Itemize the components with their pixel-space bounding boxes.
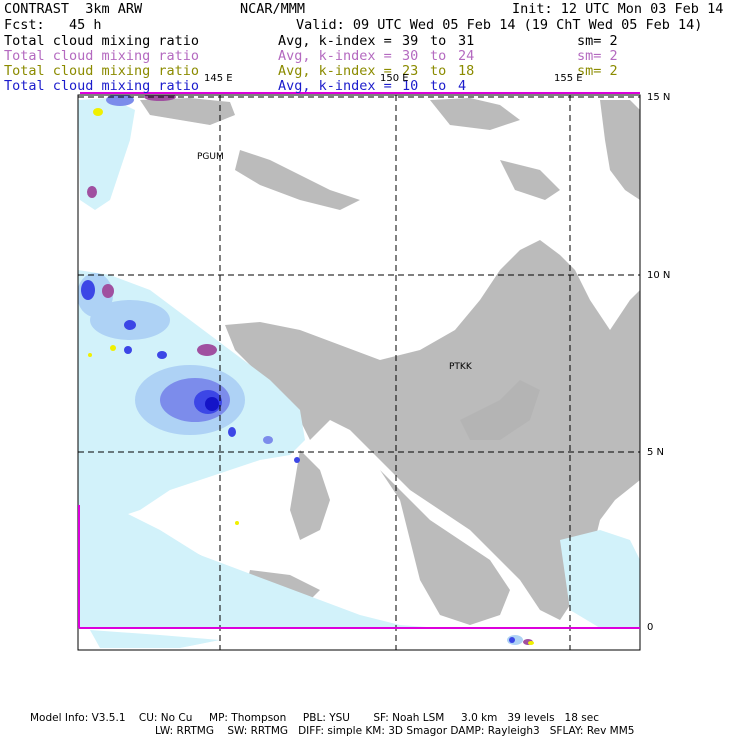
legend-range-to-word: to [430,33,447,49]
gray-cloud-patch [140,98,235,125]
legend-smoothing: sm= 2 [577,63,618,79]
yellow-cloud-spot [110,345,116,351]
legend-avg-label: Avg, k-index = [278,63,392,79]
lat-label-10n: 10 N [647,270,671,281]
model-info-line1: Model Info: V3.5.1 CU: No Cu MP: Thompso… [30,712,599,724]
legend-range-to: 31 [458,33,475,49]
deep-blue-blob [294,457,300,463]
cyan-cloud-patch [78,98,135,210]
cyan-cloud-patch [90,630,220,648]
legend-smoothing: sm= 2 [577,48,618,64]
legend-range-to: 18 [458,63,475,79]
mid-blue-blob [106,95,134,106]
purple-cloud-spot [197,344,217,356]
deep-blue-blob [124,346,132,354]
legend-range-from: 39 [402,33,419,49]
station-label-pgum: PGUM [197,152,224,162]
model-info-line2: LW: RRTMG SW: RRTMG DIFF: simple KM: 3D … [155,725,635,737]
lon-label-155: 155 E [554,73,583,84]
yellow-cloud-spot [528,641,534,645]
legend-range-to-word: to [430,63,447,79]
purple-cloud-spot [87,186,97,198]
mid-blue-blob [263,436,273,444]
lat-label-0: 0 [647,622,654,633]
cyan-cloud-patch [78,500,440,628]
center-title: NCAR/MMM [240,1,306,17]
valid-time: Valid: 09 UTC Wed 05 Feb 14 (19 ChT Wed … [296,17,703,33]
legend-range-from: 30 [402,48,419,64]
legend-field-name: Total cloud mixing ratio [4,48,200,64]
deep-blue-blob [228,427,236,437]
legend-range-to: 24 [458,48,475,64]
yellow-cloud-spot [235,521,239,525]
legend-range-to-word: to [430,78,447,94]
lat-label-5n: 5 N [647,447,665,458]
deep-blue-blob [81,280,95,300]
legend-field-name: Total cloud mixing ratio [4,78,200,94]
legend-avg-label: Avg, k-index = [278,78,392,94]
legend-field-name: Total cloud mixing ratio [4,33,200,49]
yellow-cloud-field [88,108,534,645]
domain-boundary [78,92,640,629]
gray-cloud-patch [460,380,540,440]
gray-cloud-patch [430,98,520,130]
station-label-ptkk: PTKK [449,362,472,372]
blue-cloud-field [78,95,523,645]
gray-cloud-patch [290,450,330,540]
lon-label-150: 150 E [380,73,409,84]
lat-label-15n: 15 N [647,92,671,103]
map-field-layer [78,95,640,648]
dark-blue-core [205,397,219,411]
purple-cloud-spot [144,95,176,101]
legend-range-to: 4 [458,78,467,94]
yellow-cloud-spot [93,108,103,116]
forecast-hour: Fcst: 45 h [4,17,102,33]
legend-field-name: Total cloud mixing ratio [4,63,200,79]
purple-cloud-field [87,95,533,645]
yellow-cloud-spot [88,353,92,357]
purple-cloud-spot [102,284,114,298]
legend-range-to-word: to [430,48,447,64]
lon-label-145: 145 E [204,73,233,84]
model-title: CONTRAST 3km ARW [4,1,143,17]
deep-blue-blob [509,637,515,643]
legend-range-from: 23 [402,63,419,79]
legend-avg-label: Avg, k-index = [278,48,392,64]
gray-cloud-patch [500,160,560,200]
deep-blue-blob [124,320,136,330]
gray-cloud-patch [380,470,510,625]
gray-cloud-patch [225,240,640,620]
legend-range-from: 10 [402,78,419,94]
map-frame [77,94,641,651]
grid-lines [78,95,640,650]
cyan-cloud-patch [560,530,640,628]
legend-smoothing: sm= 2 [577,33,618,49]
init-time: Init: 12 UTC Mon 03 Feb 14 [512,1,724,17]
deep-blue-blob [157,351,167,359]
legend-avg-label: Avg, k-index = [278,33,392,49]
cyan-cloud-patch [240,600,330,628]
gray-cloud-patch [600,100,640,200]
gray-cloud-patch [235,150,360,210]
